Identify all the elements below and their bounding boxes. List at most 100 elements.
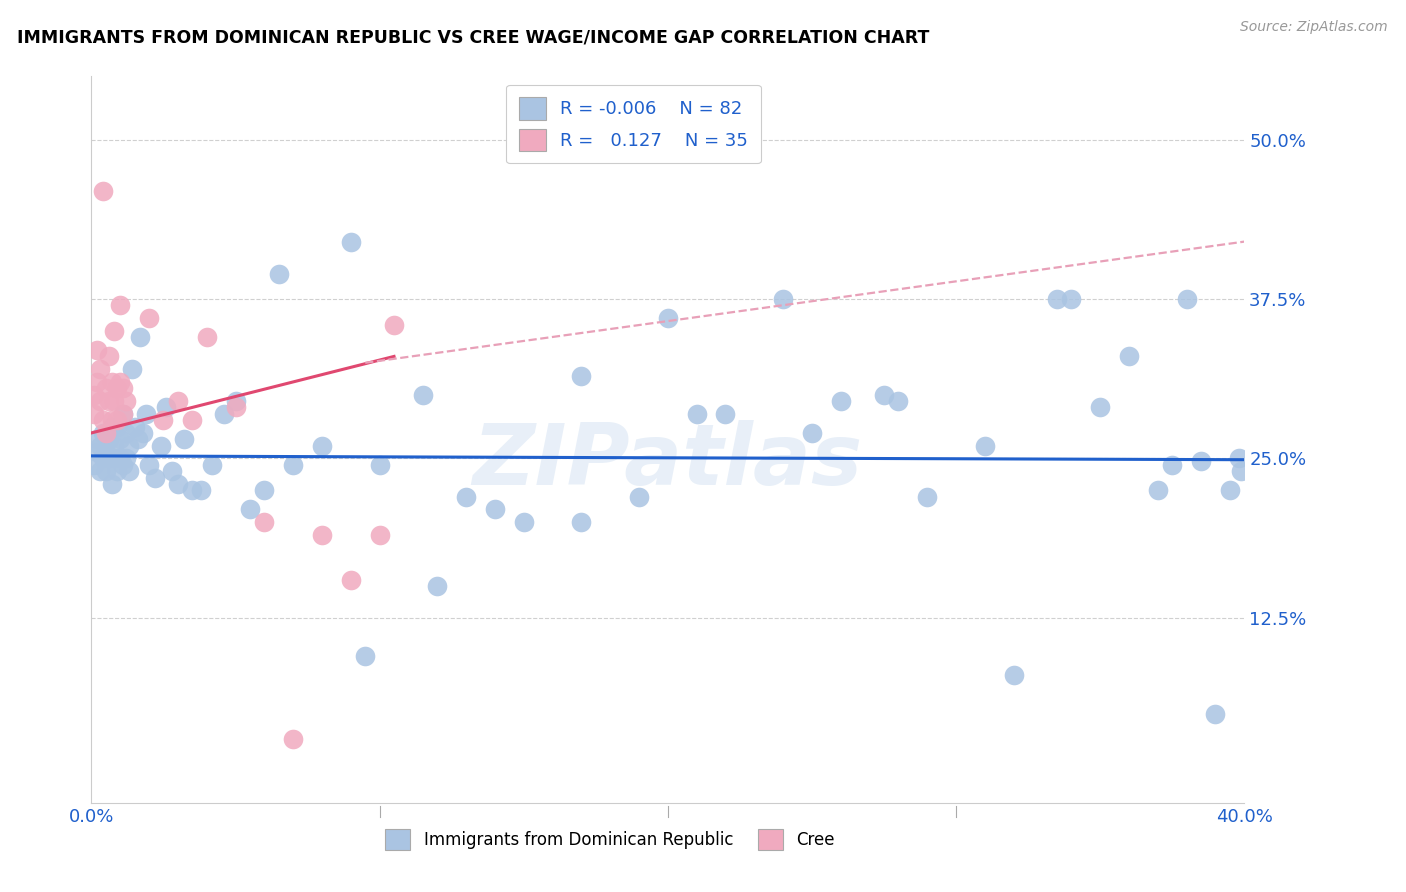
Point <box>571 515 593 529</box>
Point <box>426 579 449 593</box>
Point <box>685 407 707 421</box>
Point <box>152 413 174 427</box>
Point <box>138 311 160 326</box>
Point <box>105 381 128 395</box>
Point <box>657 311 679 326</box>
Point <box>86 375 108 389</box>
Point <box>110 375 132 389</box>
Point <box>412 387 434 401</box>
Point <box>135 407 157 421</box>
Point <box>368 528 391 542</box>
Point <box>714 407 737 421</box>
Point <box>801 425 824 440</box>
Point <box>454 490 477 504</box>
Point <box>91 184 114 198</box>
Point <box>94 381 117 395</box>
Point <box>1175 292 1198 306</box>
Point <box>281 732 305 747</box>
Point <box>201 458 224 472</box>
Point <box>91 451 114 466</box>
Point <box>195 330 218 344</box>
Point <box>1118 350 1140 364</box>
Point <box>627 490 650 504</box>
Point <box>212 407 235 421</box>
Point <box>1189 454 1212 468</box>
Point <box>149 439 172 453</box>
Point <box>1088 401 1111 415</box>
Point <box>354 649 377 664</box>
Point <box>127 432 149 446</box>
Point <box>225 401 247 415</box>
Point <box>1060 292 1083 306</box>
Point <box>91 413 114 427</box>
Point <box>112 381 135 395</box>
Point <box>181 413 204 427</box>
Point <box>97 432 120 446</box>
Point <box>115 451 138 466</box>
Point <box>100 477 122 491</box>
Point <box>132 425 155 440</box>
Point <box>281 458 305 472</box>
Point <box>873 387 896 401</box>
Point <box>100 375 122 389</box>
Point <box>83 387 105 401</box>
Point <box>115 425 138 440</box>
Point <box>368 458 391 472</box>
Point <box>97 394 120 409</box>
Point <box>86 432 108 446</box>
Point <box>143 470 166 484</box>
Point <box>382 318 405 332</box>
Point <box>86 445 108 459</box>
Point <box>311 439 333 453</box>
Point <box>190 483 212 498</box>
Point <box>830 394 852 409</box>
Point <box>311 528 333 542</box>
Point <box>100 419 122 434</box>
Point <box>239 502 262 516</box>
Point <box>103 439 125 453</box>
Point <box>138 458 160 472</box>
Point <box>1147 483 1170 498</box>
Point <box>112 407 135 421</box>
Point <box>129 330 152 344</box>
Point <box>973 439 995 453</box>
Point <box>83 458 105 472</box>
Point <box>118 439 141 453</box>
Point <box>155 401 177 415</box>
Point <box>89 464 111 478</box>
Point <box>110 298 132 312</box>
Point <box>1227 451 1250 466</box>
Point <box>253 515 276 529</box>
Point <box>166 394 188 409</box>
Point <box>103 324 125 338</box>
Point <box>112 458 135 472</box>
Point <box>887 394 910 409</box>
Point <box>91 425 114 440</box>
Point <box>105 464 128 478</box>
Point <box>115 394 138 409</box>
Point <box>103 451 125 466</box>
Point <box>110 432 132 446</box>
Point <box>1161 458 1184 472</box>
Point <box>484 502 506 516</box>
Point <box>110 451 132 466</box>
Point <box>1230 464 1253 478</box>
Point <box>267 267 290 281</box>
Point <box>166 477 188 491</box>
Point <box>1219 483 1241 498</box>
Point <box>118 464 141 478</box>
Point <box>513 515 536 529</box>
Point <box>103 394 125 409</box>
Point <box>121 362 143 376</box>
Point <box>253 483 276 498</box>
Point <box>100 413 122 427</box>
Point <box>112 407 135 421</box>
Point <box>173 432 195 446</box>
Point <box>97 451 120 466</box>
Point <box>225 394 247 409</box>
Point <box>915 490 938 504</box>
Point <box>772 292 794 306</box>
Point <box>89 394 111 409</box>
Point <box>83 407 105 421</box>
Point <box>105 419 128 434</box>
